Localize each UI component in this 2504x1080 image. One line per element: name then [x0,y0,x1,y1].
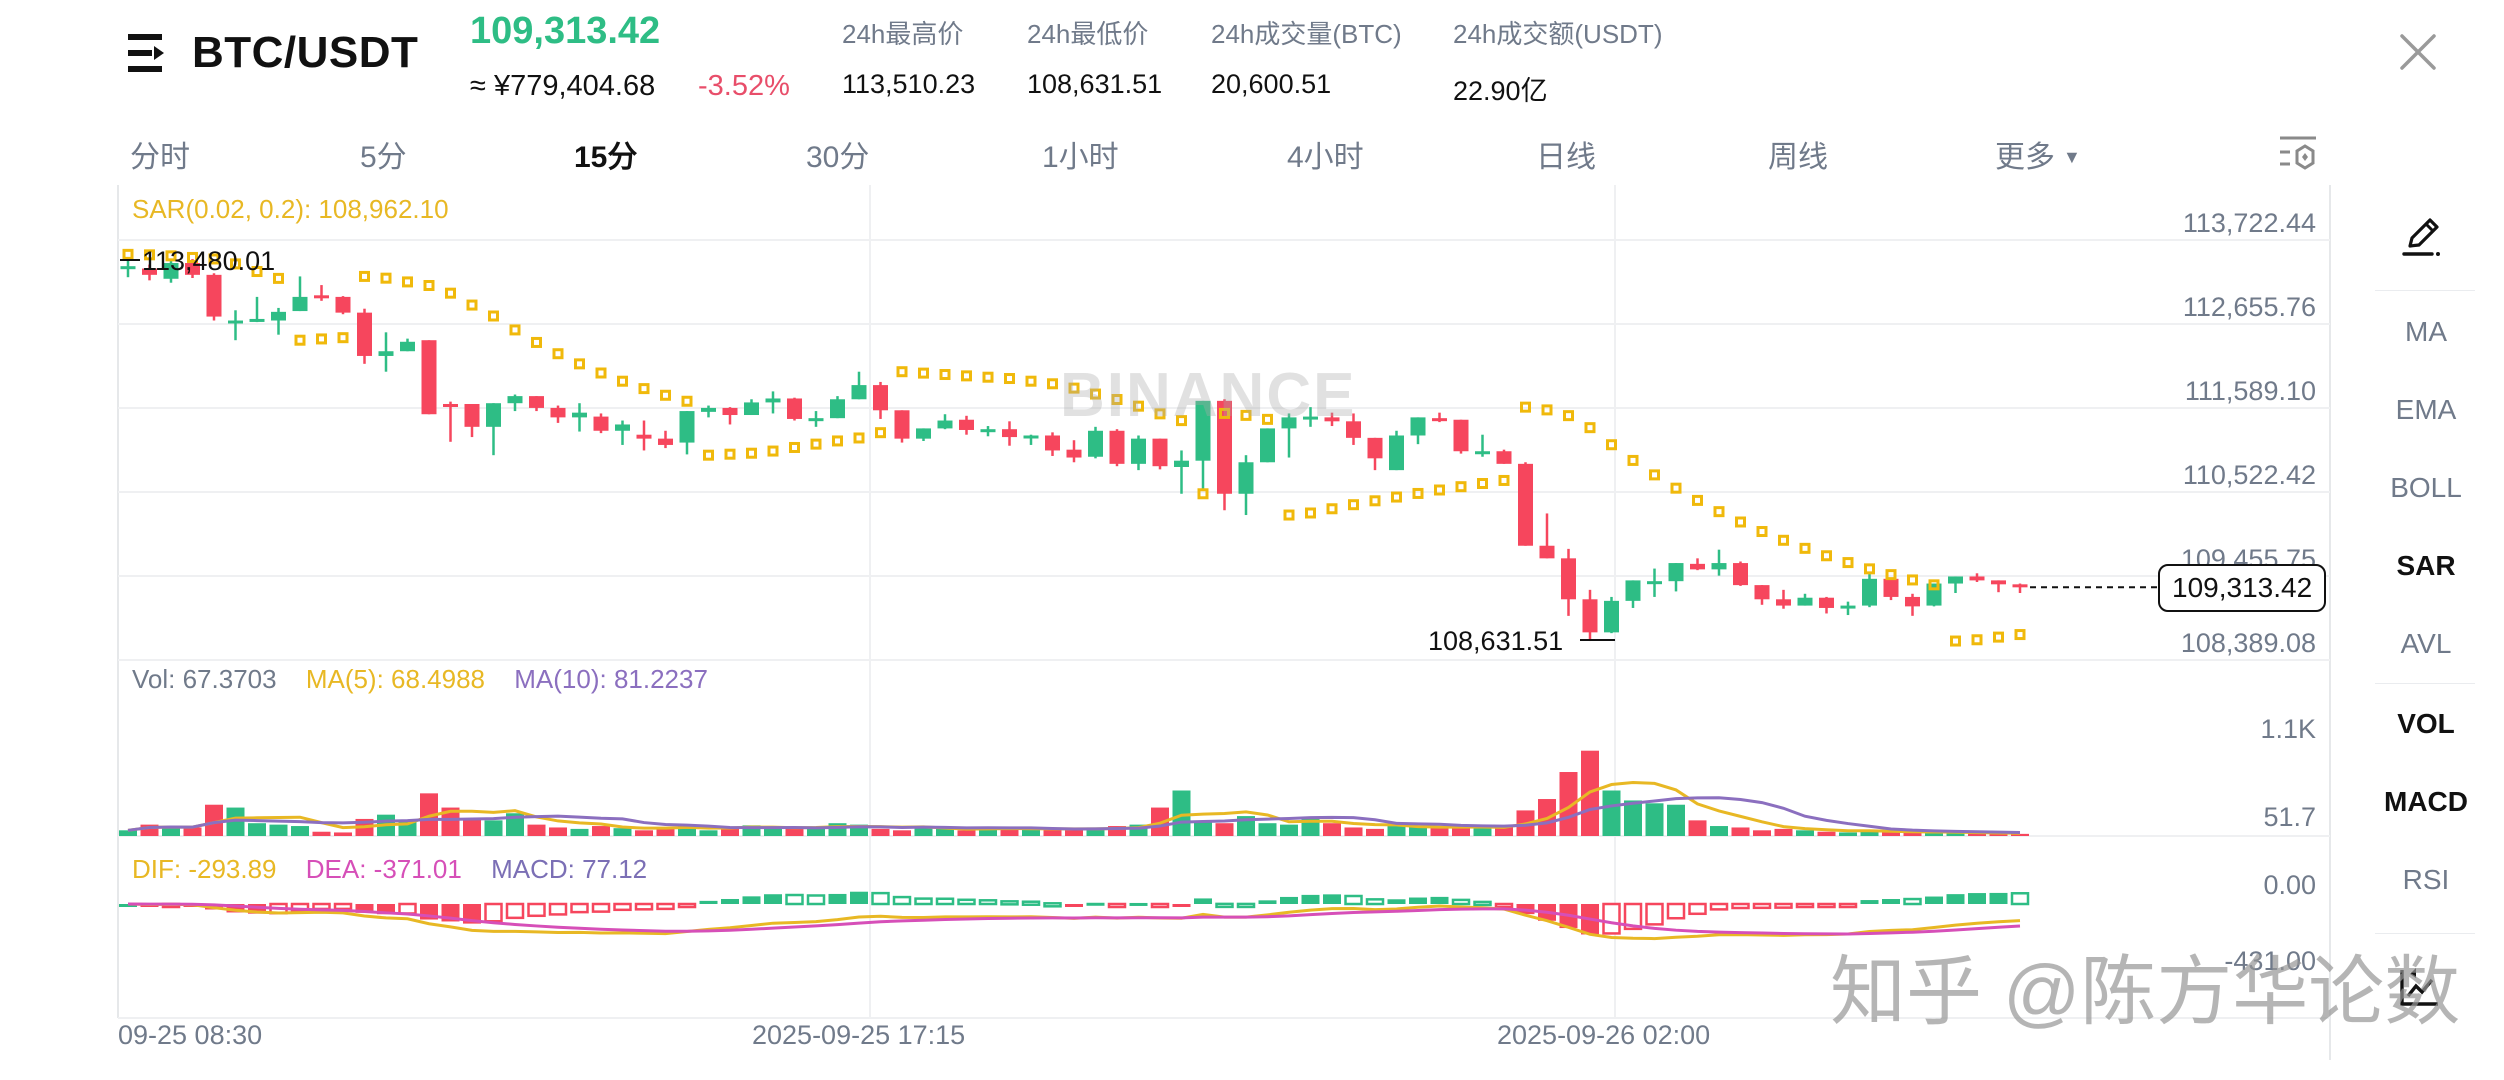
macd-axis-label: -431.00 [2224,946,2316,976]
tab-more[interactable]: 更多 ▼ [1995,141,2081,174]
caret-down-icon: ▼ [2063,147,2081,167]
volume-axis-label: 51.7 [2263,802,2316,832]
indicator-ema[interactable]: EMA [2395,394,2457,425]
price-axis-label: 113,722.44 [2182,208,2316,238]
vol-value: Vol: 67.3703 [132,664,277,694]
indicator-avl[interactable]: AVL [2400,628,2452,659]
stat-value: 108,631.51 [1027,69,1163,99]
macd-axis-label: 0.00 [2263,870,2316,900]
indicator-macd[interactable]: MACD [2384,786,2468,817]
close-button[interactable] [2398,32,2438,72]
stat-24h-turnover: 24h成交额(USDT) 22.90亿 [1453,14,1662,108]
indicator-vol[interactable]: VOL [2397,708,2455,739]
stat-24h-volume: 24h成交量(BTC) 20,600.51 [1211,14,1402,100]
stat-24h-low: 24h最低价 108,631.51 [1027,14,1162,100]
sidebar-divider [2375,290,2475,291]
time-axis-label: 2025-09-25 17:15 [752,1020,966,1050]
high-price-marker: 113,480.01 [142,246,276,276]
price-axis-label: 112,655.76 [2182,292,2316,322]
last-price: 109,313.42 [470,10,661,52]
time-axis-label: 2025-09-26 02:00 [1497,1020,1711,1050]
stat-value: 22.90亿 [1453,76,1548,106]
close-icon [2400,34,2436,70]
macd-legend: DIF: -293.89 DEA: -371.01 MACD: 77.12 [132,854,647,885]
stat-label: 24h成交额(USDT) [1453,19,1663,49]
trading-pair-title: BTC/USDT [192,28,419,77]
tab-4h[interactable]: 4小时 [1287,141,1364,174]
binance-watermark: BINANCE [1060,361,1357,430]
tab-15m[interactable]: 15分 [574,141,638,174]
volume-axis-label: 1.1K [2260,714,2316,744]
tab-timeline[interactable]: 分时 [130,141,190,174]
sidebar-divider [2375,683,2475,684]
sar-legend: SAR(0.02, 0.2): 108,962.10 [132,194,449,224]
indicator-ma[interactable]: MA [2405,316,2447,347]
chart-settings-button[interactable] [2278,134,2318,174]
stat-value: 113,510.23 [842,69,976,99]
indicator-boll[interactable]: BOLL [2390,472,2462,503]
tab-1h[interactable]: 1小时 [1042,141,1119,174]
stat-24h-high: 24h最高价 113,510.23 [842,14,975,100]
chart-expand-icon [2400,968,2438,1006]
indicator-sar[interactable]: SAR [2396,550,2456,581]
tab-30m[interactable]: 30分 [806,141,870,174]
volume-legend: Vol: 67.3703 MA(5): 68.4988 MA(10): 81.2… [132,664,708,695]
stat-label: 24h成交量(BTC) [1211,19,1402,49]
chart-type-button[interactable] [2398,968,2440,1013]
time-axis-label: 09-25 08:30 [118,1020,263,1050]
stat-value: 20,600.51 [1211,69,1332,99]
price-axis-label: 110,522.42 [2182,460,2316,490]
macd-value: MACD: 77.12 [491,854,648,884]
sidebar-divider [2375,933,2475,934]
menu-arrow-icon[interactable] [128,34,170,74]
vol-ma5: MA(5): 68.4988 [305,664,486,694]
current-price-tag: 109,313.42 [2158,564,2327,612]
change-percent: -3.52% [698,70,790,102]
dea-value: DEA: -371.01 [305,854,462,884]
price-axis-label: 108,389.08 [2180,628,2316,658]
draw-tool-button[interactable] [2400,214,2444,263]
price-axis-label: 111,589.10 [2184,376,2316,406]
cny-price: ≈ ¥779,404.68 [470,70,656,102]
tab-1w[interactable]: 周线 [1768,141,1828,174]
tab-5m[interactable]: 5分 [360,141,407,174]
pencil-icon [2402,218,2440,256]
low-price-marker: 108,631.51 [1428,626,1564,656]
chart-settings-icon [2280,136,2316,170]
stat-label: 24h最低价 [1027,19,1149,49]
dif-value: DIF: -293.89 [132,854,277,884]
tab-1d[interactable]: 日线 [1536,141,1596,174]
indicator-rsi[interactable]: RSI [2402,864,2450,895]
vol-ma10: MA(10): 81.2237 [514,664,708,694]
stat-label: 24h最高价 [842,19,964,49]
author-watermark: 知乎 @陈方华论数 [1830,950,2461,1035]
